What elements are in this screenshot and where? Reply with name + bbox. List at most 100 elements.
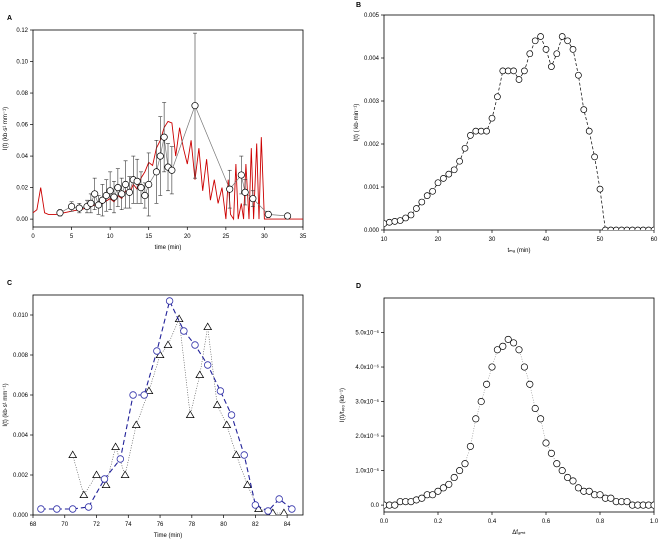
chart-c-series-triangles-point [222,420,232,429]
chart-a-x-axis-label: time (min) [155,245,182,251]
chart-d-y-tick-label: 4.0x10⁻⁶ [355,364,379,371]
chart-b-series-data-point [585,127,593,135]
chart-a-series-measured-point [122,180,130,188]
chart-d-series-data-point [466,442,474,450]
chart-b-series-data-point [440,175,447,182]
chart-b-y-tick-label: 0.001 [364,185,380,191]
chart-d-x-tick-label: 0.0 [380,519,389,525]
chart-c-x-tick-label: 80 [220,522,227,528]
chart-d-panel-label: D [356,283,361,290]
chart-c-series-circles-point [251,501,260,509]
chart-a-series-measured-point [264,210,272,218]
chart-b-series-data-point [526,50,534,58]
chart-d-series-data-point [537,415,545,423]
chart-d-x-tick-label: 0.8 [596,519,605,525]
chart-a-y-tick-label: 0.00 [16,217,28,223]
chart-c-y-tick-label: 0.002 [13,473,29,479]
panel-b: B 10 20 30 40 50 60 0.000 0.001 0.002 0.003 0.004 0.… [354,2,658,254]
chart-d-series-data-point [439,484,447,492]
chart-d-series-data-point [434,487,442,495]
chart-a-series-measured-point [56,209,64,217]
chart-d-series-data-point [526,380,534,388]
chart-a-series-measured-point [75,204,83,212]
chart-b-series-data-point [537,33,544,40]
chart-c-x-tick-label: 70 [61,522,68,528]
chart-b-x-tick-label: 20 [435,237,442,243]
chart-b-y-tick-label: 0.005 [364,13,380,19]
chart-b-series-data-point [558,33,566,40]
chart-d-y-tick-label: 5.0x10⁻⁶ [355,330,379,337]
chart-d-series-data-point [510,339,518,347]
chart-c-x-tick-label: 72 [93,522,100,528]
chart-c-series-triangles-point [212,400,222,409]
chart-c-series-circles-point [240,451,248,459]
chart-d-series-data-point [391,501,399,509]
chart-d-series-data-point [418,494,426,502]
chart-b-plot-frame [383,14,655,231]
chart-b-series-data-point [396,217,404,224]
chart-d-series-data-point [499,342,507,350]
chart-d-y-tick-label: 1.0x10⁻⁶ [355,468,379,475]
chart-b-x-tick-label: 10 [381,237,388,243]
chart-b-series-data-point [384,220,388,227]
chart-b-series-data-point [515,76,523,83]
chart-a-series-measured-point [87,199,95,207]
chart-d-series-data-point [623,498,631,506]
chart-b-series-data-point [602,226,609,230]
chart-c-series-circles-point [37,505,45,513]
chart-a-series-measured-point [237,171,245,179]
chart-a-y-tick-label: 0.06 [16,123,28,129]
chart-b-series-data-point [591,153,598,161]
chart-c-plot-frame [32,294,304,516]
chart-c-series-triangles-point [203,322,213,331]
chart-d-x-tick-label: 0.6 [542,519,551,525]
chart-c-series-circles-point [129,391,137,399]
chart-c-series-circles-point [153,347,161,355]
chart-b-x-tick-label: 40 [543,237,550,243]
chart-b-series-data-point [553,50,561,58]
chart-c-series-triangles-point [68,450,78,459]
chart-b-series-data-point [423,192,431,199]
chart-a-series-measured-point [68,202,76,211]
chart-d-series-data-point [553,460,561,468]
chart-a-series-measured-point [226,185,234,193]
chart-b-series-data-point [445,170,453,178]
chart-c-series-triangles-point [144,386,154,395]
chart-d-series-data-point [445,480,453,488]
chart-b-series-data-point [461,144,469,152]
chart-d-series-data-line [384,338,654,506]
chart-d-series-data-point [488,363,496,371]
chart-b-series-data-point [488,114,496,122]
chart-c-y-tick-label: 0.010 [13,313,29,319]
chart-b-x-tick-label: 30 [489,237,496,243]
chart-a-series-measured-point [98,196,106,204]
chart-c-panel-label: C [7,280,12,287]
chart-d-plot-frame [383,297,655,513]
chart-a-x-tick-label: 30 [261,234,268,240]
chart-a-series-measured-point [110,193,118,201]
chart-c-series-circles-point [264,507,272,515]
chart-c-series-triangles-point [185,410,195,419]
chart-a-series-measured-point [102,191,110,200]
chart-d-series-data-point [564,473,572,482]
chart-c-series-circles-point [69,505,77,513]
chart-b-series-data-point [429,187,436,195]
chart-c-series-triangles-point [101,480,111,489]
chart-d-series-data-point [483,380,491,388]
chart-a-y-tick-label: 0.12 [16,28,28,34]
chart-a-panel-label: A [7,15,12,22]
chart-c-series-circles-point [204,361,212,369]
chart-d-series-data-point [450,473,458,482]
chart-c-y-axis-label: I(t) (kb·s¹ mm⁻¹) [3,383,9,426]
chart-d-series-data-point [429,491,437,499]
chart-c-series-circles-point [84,503,93,511]
chart-c-x-tick-label: 74 [125,522,132,528]
chart-b-series-data-point [418,198,426,206]
chart-a-plot-frame [32,29,304,228]
chart-a-series-measured-point [191,102,199,110]
panel-d: D 0.0 0.2 0.4 0.6 0.8 1.0 0.0 1.0x10⁻⁶ 2.0x10⁻⁶ 3.… [340,283,659,536]
chart-a-y-axis-label: I(t) (kb·s¹ mm⁻¹) [3,107,9,150]
chart-b-series-data-point [639,226,647,230]
chart-d-series-data-point [607,494,615,502]
chart-c-series-triangles-point [231,450,241,459]
